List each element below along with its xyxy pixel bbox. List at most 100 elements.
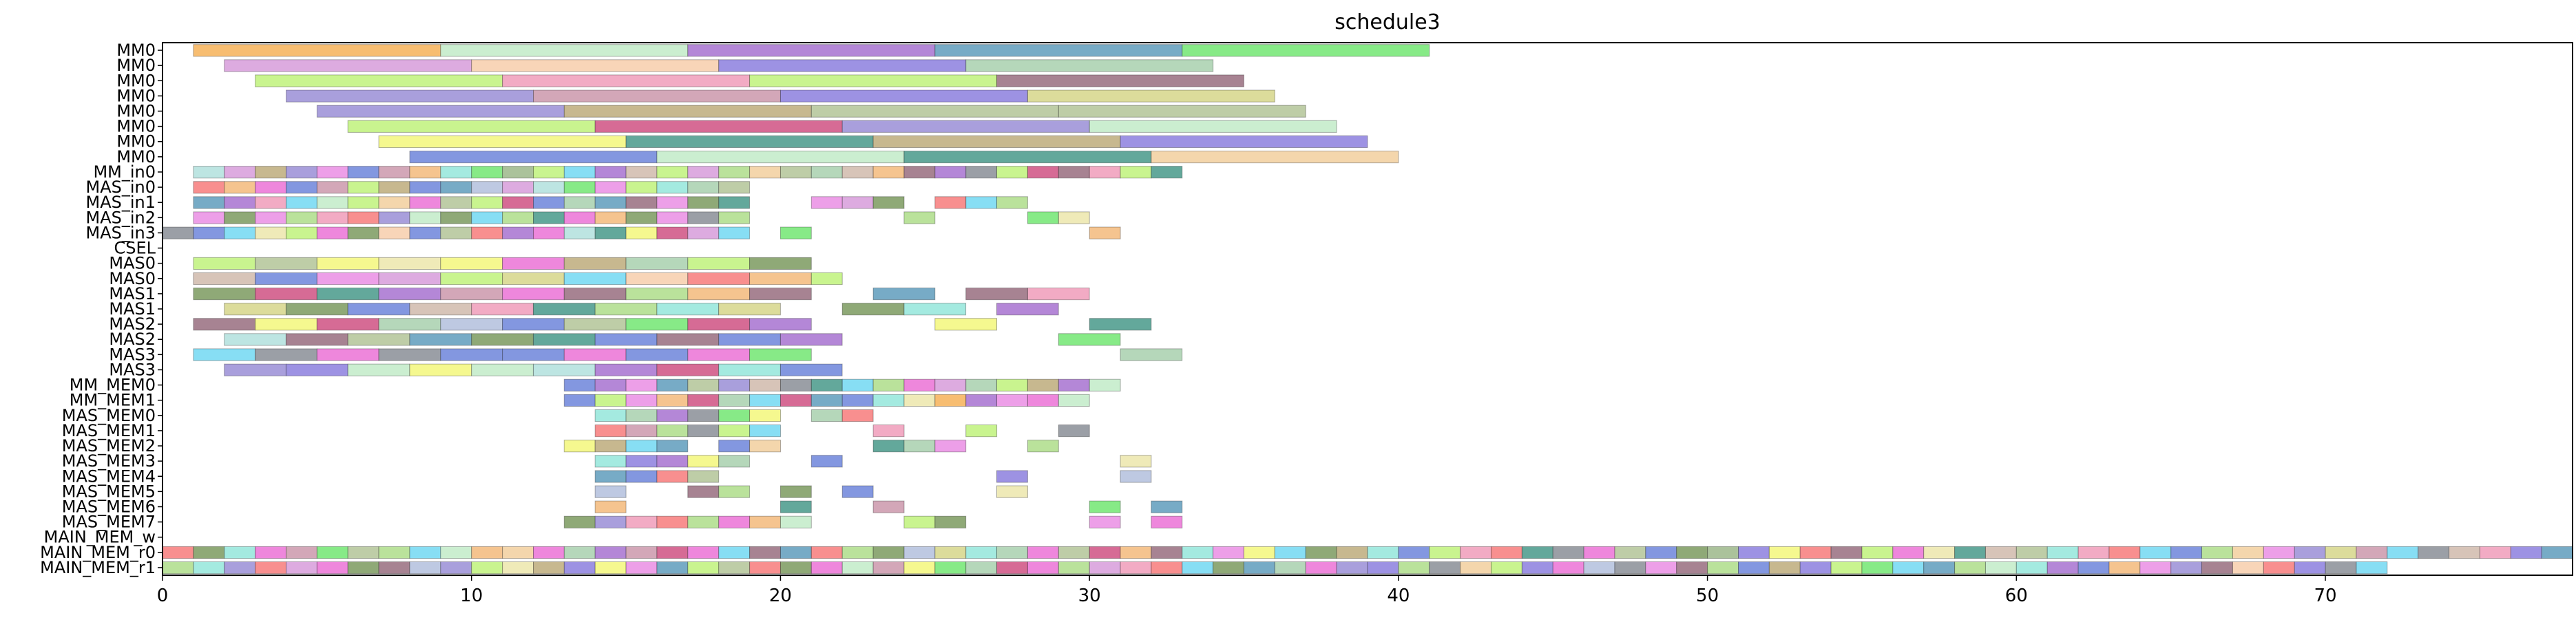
task-bar: [255, 561, 287, 575]
y-tick-label: CSEL: [114, 239, 156, 258]
task-bar: [841, 303, 905, 316]
task-bar: [1367, 561, 1399, 575]
task-bar: [1336, 561, 1368, 575]
task-bar: [2294, 561, 2326, 575]
task-bar: [687, 257, 750, 270]
task-bar: [656, 196, 689, 209]
task-bar: [996, 485, 1028, 498]
task-bar: [255, 288, 317, 301]
task-bar: [779, 485, 812, 498]
task-bar: [162, 561, 194, 575]
task-bar: [255, 196, 287, 209]
task-bar: [224, 363, 286, 376]
task-bar: [1120, 135, 1368, 149]
task-bar: [471, 333, 534, 346]
task-bar: [687, 348, 750, 361]
task-bar: [903, 515, 936, 528]
task-bar: [316, 196, 348, 209]
task-bar: [1089, 378, 1121, 392]
task-bar: [502, 211, 534, 224]
task-bar: [718, 561, 751, 575]
task-bar: [1583, 561, 1615, 575]
task-bar: [440, 348, 503, 361]
task-bar: [440, 288, 503, 301]
task-bar: [625, 378, 658, 392]
task-bar: [718, 425, 751, 438]
task-bar: [1151, 166, 1183, 179]
y-tick-label: MM0: [116, 56, 156, 75]
task-bar: [378, 135, 627, 149]
task-bar: [563, 196, 596, 209]
task-bar: [965, 59, 1214, 72]
task-bar: [718, 455, 751, 468]
task-bar: [594, 561, 627, 575]
task-bar: [2201, 546, 2233, 559]
task-bar: [996, 166, 1028, 179]
task-bar: [316, 348, 379, 361]
task-bar: [779, 394, 812, 407]
task-bar: [2108, 546, 2141, 559]
task-bar: [903, 303, 967, 316]
task-bar: [316, 181, 348, 194]
task-bar: [779, 166, 812, 179]
task-bar: [625, 288, 689, 301]
task-bar: [1058, 166, 1090, 179]
y-tick-label: MAS3: [109, 360, 156, 379]
y-tick-label: MAS_MEM5: [62, 482, 156, 501]
task-bar: [594, 500, 627, 513]
task-bar: [1614, 546, 1646, 559]
task-bar: [347, 196, 379, 209]
task-bar: [193, 181, 225, 194]
task-bar: [872, 135, 1121, 149]
task-bar: [718, 181, 751, 194]
task-bar: [779, 89, 1028, 103]
task-bar: [224, 166, 256, 179]
task-bar: [193, 44, 441, 57]
task-bar: [625, 470, 658, 483]
task-bar: [625, 226, 658, 239]
task-bar: [440, 196, 472, 209]
task-bar: [378, 546, 410, 559]
task-bar: [1089, 226, 1121, 239]
task-bar: [1151, 500, 1183, 513]
y-tick-label: MAS0: [109, 254, 156, 273]
task-bar: [1027, 546, 1059, 559]
task-bar: [872, 166, 905, 179]
task-bar: [563, 378, 596, 392]
task-bar: [347, 303, 410, 316]
task-bar: [347, 226, 379, 239]
y-tick-label: MM0: [116, 71, 156, 90]
task-bar: [193, 211, 225, 224]
task-bar: [502, 348, 565, 361]
task-bar: [687, 318, 750, 331]
task-bar: [656, 211, 689, 224]
y-tick-label: MM0: [116, 102, 156, 121]
task-bar: [1058, 546, 1090, 559]
task-bar: [903, 151, 1152, 164]
task-bar: [625, 257, 689, 270]
task-bar: [1120, 546, 1152, 559]
task-bar: [2263, 546, 2295, 559]
task-bar: [1799, 546, 1832, 559]
task-bar: [1089, 120, 1337, 133]
task-bar: [471, 166, 503, 179]
task-bar: [1491, 546, 1522, 559]
task-bar: [625, 348, 689, 361]
task-bar: [687, 409, 720, 422]
task-bar: [810, 105, 1059, 118]
task-bar: [193, 348, 256, 361]
task-bar: [1861, 546, 1894, 559]
y-tick-label: MAS_MEM7: [62, 513, 156, 532]
task-bar: [378, 288, 441, 301]
task-bar: [656, 470, 689, 483]
task-bar: [810, 455, 843, 468]
task-bar: [2232, 561, 2264, 575]
task-bar: [749, 378, 781, 392]
task-bar: [193, 561, 225, 575]
task-bar: [718, 546, 751, 559]
task-bar: [687, 470, 720, 483]
task-bar: [533, 166, 565, 179]
task-bar: [625, 181, 658, 194]
task-bar: [1676, 561, 1708, 575]
